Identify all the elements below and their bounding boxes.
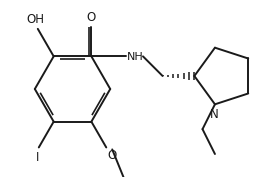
Text: NH: NH: [127, 52, 144, 62]
Text: I: I: [36, 151, 39, 164]
Text: O: O: [87, 11, 96, 24]
Text: OH: OH: [27, 13, 45, 26]
Text: O: O: [107, 149, 116, 162]
Text: N: N: [209, 108, 218, 121]
